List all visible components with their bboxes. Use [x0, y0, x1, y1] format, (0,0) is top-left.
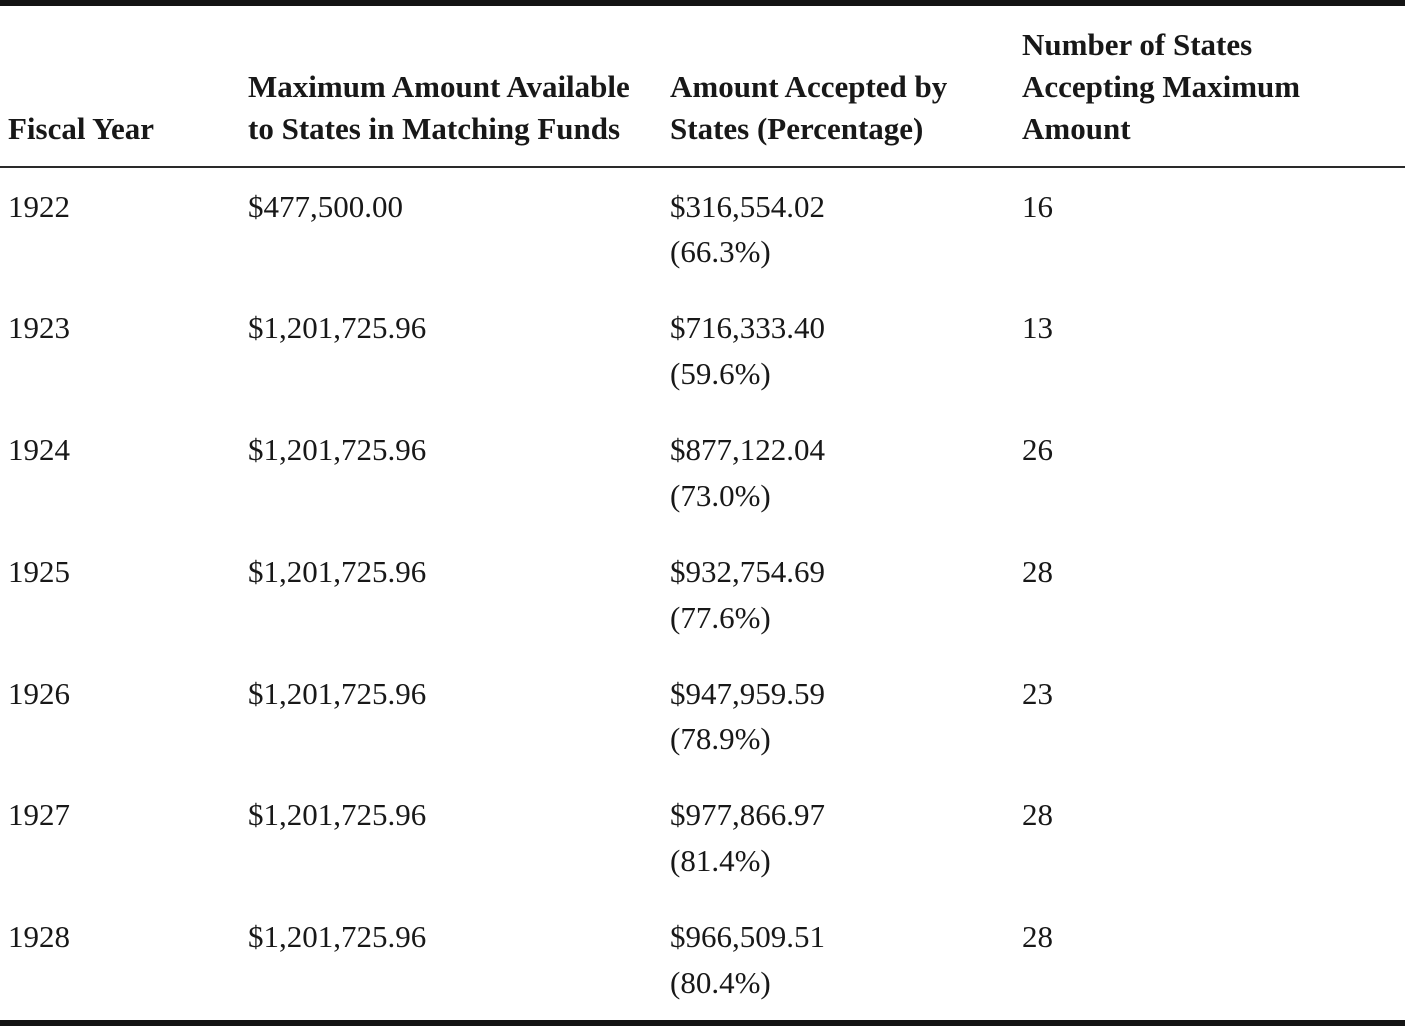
accepted-percentage-value: (81.4%)	[670, 843, 771, 879]
cell-amount-accepted: $316,554.02 (66.3%)	[670, 167, 1022, 290]
cell-max-amount: $1,201,725.96	[248, 797, 427, 833]
cell-states-accepting: 28	[1022, 553, 1053, 589]
cell-states-accepting: 28	[1022, 919, 1053, 955]
accepted-amount-value: $947,959.59	[670, 675, 825, 711]
table-row: 1924 $1,201,725.96 $877,122.04 (73.0%) 2…	[0, 411, 1405, 533]
cell-fiscal-year: 1926	[8, 675, 70, 711]
table-row: 1928 $1,201,725.96 $966,509.51 (80.4%) 2…	[0, 898, 1405, 1023]
cell-max-amount: $1,201,725.96	[248, 675, 427, 711]
accepted-percentage-value: (59.6%)	[670, 356, 771, 392]
accepted-percentage-value: (73.0%)	[670, 477, 771, 513]
cell-amount-accepted: $966,509.51 (80.4%)	[670, 898, 1022, 1023]
accepted-amount-value: $316,554.02	[670, 188, 825, 224]
cell-max-amount: $1,201,725.96	[248, 310, 427, 346]
cell-states-accepting: 28	[1022, 797, 1053, 833]
header-row: Fiscal Year Maximum Amount Available to …	[0, 3, 1405, 168]
cell-states-accepting: 13	[1022, 310, 1053, 346]
accepted-amount-value: $716,333.40	[670, 310, 825, 346]
cell-fiscal-year: 1925	[8, 553, 70, 589]
cell-max-amount: $1,201,725.96	[248, 553, 427, 589]
cell-fiscal-year: 1924	[8, 432, 70, 468]
accepted-amount-value: $877,122.04	[670, 432, 825, 468]
cell-states-accepting: 16	[1022, 188, 1053, 224]
table-row: 1925 $1,201,725.96 $932,754.69 (77.6%) 2…	[0, 533, 1405, 655]
cell-amount-accepted: $932,754.69 (77.6%)	[670, 533, 1022, 655]
accepted-amount-value: $977,866.97	[670, 797, 825, 833]
cell-states-accepting: 26	[1022, 432, 1053, 468]
cell-amount-accepted: $977,866.97 (81.4%)	[670, 776, 1022, 898]
accepted-percentage-value: (77.6%)	[670, 599, 771, 635]
cell-fiscal-year: 1923	[8, 310, 70, 346]
header-fiscal-year: Fiscal Year	[0, 3, 248, 168]
accepted-percentage-value: (66.3%)	[670, 234, 771, 270]
cell-max-amount: $1,201,725.96	[248, 432, 427, 468]
cell-amount-accepted: $947,959.59 (78.9%)	[670, 655, 1022, 777]
header-amount-accepted: Amount Accepted by States (Percentage)	[670, 3, 1022, 168]
cell-max-amount: $477,500.00	[248, 188, 403, 224]
accepted-amount-value: $932,754.69	[670, 553, 825, 589]
table-header: Fiscal Year Maximum Amount Available to …	[0, 3, 1405, 168]
table-row: 1923 $1,201,725.96 $716,333.40 (59.6%) 1…	[0, 289, 1405, 411]
cell-fiscal-year: 1927	[8, 797, 70, 833]
table-row: 1922 $477,500.00 $316,554.02 (66.3%) 16	[0, 167, 1405, 290]
cell-max-amount: $1,201,725.96	[248, 919, 427, 955]
cell-amount-accepted: $877,122.04 (73.0%)	[670, 411, 1022, 533]
accepted-percentage-value: (80.4%)	[670, 964, 771, 1000]
accepted-percentage-value: (78.9%)	[670, 721, 771, 757]
cell-fiscal-year: 1922	[8, 188, 70, 224]
table-body: 1922 $477,500.00 $316,554.02 (66.3%) 16 …	[0, 167, 1405, 1023]
header-states-accepting: Number of States Accepting Maximum Amoun…	[1022, 3, 1405, 168]
cell-amount-accepted: $716,333.40 (59.6%)	[670, 289, 1022, 411]
table-row: 1926 $1,201,725.96 $947,959.59 (78.9%) 2…	[0, 655, 1405, 777]
cell-states-accepting: 23	[1022, 675, 1053, 711]
header-max-amount: Maximum Amount Available to States in Ma…	[248, 3, 670, 168]
table-row: 1927 $1,201,725.96 $977,866.97 (81.4%) 2…	[0, 776, 1405, 898]
accepted-amount-value: $966,509.51	[670, 919, 825, 955]
cell-fiscal-year: 1928	[8, 919, 70, 955]
